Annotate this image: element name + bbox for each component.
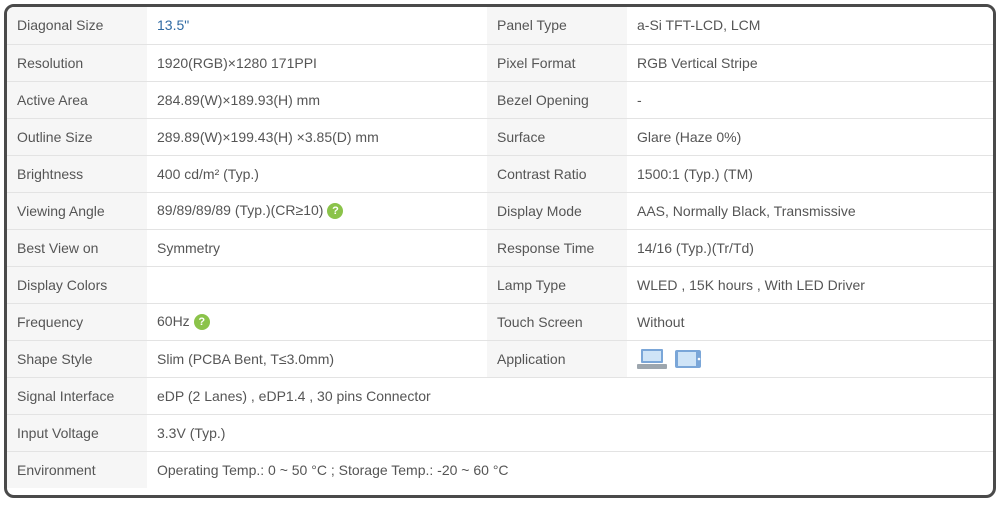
spec-label: Environment — [7, 451, 147, 488]
spec-value: 1920(RGB)×1280 171PPI — [147, 44, 487, 81]
application-icons — [637, 349, 709, 365]
tablet-icon — [673, 348, 703, 370]
table-row: Signal Interface eDP (2 Lanes) , eDP1.4 ,… — [7, 377, 993, 414]
spec-value: Without — [627, 303, 993, 340]
spec-value: 1500:1 (Typ.) (TM) — [627, 155, 993, 192]
spec-value: 400 cd/m² (Typ.) — [147, 155, 487, 192]
spec-value: 284.89(W)×189.93(H) mm — [147, 81, 487, 118]
spec-label: Pixel Format — [487, 44, 627, 81]
spec-value: Glare (Haze 0%) — [627, 118, 993, 155]
spec-value: Operating Temp.: 0 ~ 50 °C ; Storage Tem… — [147, 451, 993, 488]
spec-value-text: 60Hz — [157, 313, 190, 329]
spec-label: Best View on — [7, 229, 147, 266]
spec-value — [147, 266, 487, 303]
spec-value: - — [627, 81, 993, 118]
table-row: Brightness 400 cd/m² (Typ.) Contrast Ratio… — [7, 155, 993, 192]
spec-label: Contrast Ratio — [487, 155, 627, 192]
help-icon[interactable]: ? — [194, 314, 210, 330]
spec-label: Signal Interface — [7, 377, 147, 414]
spec-value — [627, 340, 993, 377]
spec-value: WLED , 15K hours , With LED Driver — [627, 266, 993, 303]
spec-label: Touch Screen — [487, 303, 627, 340]
spec-value-text: RGB Vertical Stripe — [637, 55, 758, 71]
spec-value: Symmetry — [147, 229, 487, 266]
spec-value: eDP (2 Lanes) , eDP1.4 , 30 pins Connect… — [147, 377, 993, 414]
spec-label: Application — [487, 340, 627, 377]
spec-label: Response Time — [487, 229, 627, 266]
spec-value-text[interactable]: 13.5" — [157, 17, 189, 33]
spec-value-text: 1500:1 (Typ.) (TM) — [637, 166, 753, 182]
spec-value: 289.89(W)×199.43(H) ×3.85(D) mm — [147, 118, 487, 155]
spec-value-text: Glare (Haze 0%) — [637, 129, 741, 145]
table-row: Display Colors Lamp Type WLED , 15K hours… — [7, 266, 993, 303]
table-row: Viewing Angle89/89/89/89 (Typ.)(CR≥10)?D… — [7, 192, 993, 229]
table-row: Shape Style Slim (PCBA Bent, T≤3.0mm) Appl… — [7, 340, 993, 377]
table-row: Environment Operating Temp.: 0 ~ 50 °C ; … — [7, 451, 993, 488]
table-row: Input Voltage 3.3V (Typ.) — [7, 414, 993, 451]
spec-value-text: AAS, Normally Black, Transmissive — [637, 203, 856, 219]
spec-label: Diagonal Size — [7, 7, 147, 44]
spec-label: Outline Size — [7, 118, 147, 155]
spec-label: Resolution — [7, 44, 147, 81]
spec-value-text: Without — [637, 314, 684, 330]
spec-panel: Diagonal Size 13.5" Panel Type a-Si TFT-LCD… — [4, 4, 996, 498]
spec-label: Lamp Type — [487, 266, 627, 303]
spec-value-text: 89/89/89/89 (Typ.)(CR≥10) — [157, 202, 323, 218]
spec-value-text: Symmetry — [157, 240, 220, 256]
spec-value: 60Hz? — [147, 303, 487, 340]
spec-value: 89/89/89/89 (Typ.)(CR≥10)? — [147, 192, 487, 229]
laptop-icon — [637, 348, 667, 370]
spec-value-text: - — [637, 92, 642, 108]
spec-label: Shape Style — [7, 340, 147, 377]
spec-label: Display Colors — [7, 266, 147, 303]
spec-label: Bezel Opening — [487, 81, 627, 118]
spec-label: Panel Type — [487, 7, 627, 44]
spec-label: Display Mode — [487, 192, 627, 229]
help-icon[interactable]: ? — [327, 203, 343, 219]
spec-label: Active Area — [7, 81, 147, 118]
spec-value: 14/16 (Typ.)(Tr/Td) — [627, 229, 993, 266]
table-row: Resolution 1920(RGB)×1280 171PPI Pixel For… — [7, 44, 993, 81]
table-row: Diagonal Size 13.5" Panel Type a-Si TFT-LCD… — [7, 7, 993, 44]
table-row: Frequency60Hz?Touch ScreenWithout — [7, 303, 993, 340]
spec-table: Diagonal Size 13.5" Panel Type a-Si TFT-LCD… — [7, 7, 993, 488]
spec-value: AAS, Normally Black, Transmissive — [627, 192, 993, 229]
spec-label: Brightness — [7, 155, 147, 192]
spec-value: 13.5" — [147, 7, 487, 44]
spec-value-text: WLED , 15K hours , With LED Driver — [637, 277, 865, 293]
table-row: Active Area 284.89(W)×189.93(H) mm Bezel O… — [7, 81, 993, 118]
spec-value-text: 3.3V (Typ.) — [157, 425, 225, 441]
spec-value-text: eDP (2 Lanes) , eDP1.4 , 30 pins Connect… — [157, 388, 431, 404]
table-row: Outline Size 289.89(W)×199.43(H) ×3.85(D)… — [7, 118, 993, 155]
spec-value-text: 400 cd/m² (Typ.) — [157, 166, 259, 182]
spec-value: Slim (PCBA Bent, T≤3.0mm) — [147, 340, 487, 377]
spec-value-text: a-Si TFT-LCD, LCM — [637, 17, 760, 33]
spec-value-text: 14/16 (Typ.)(Tr/Td) — [637, 240, 754, 256]
spec-value-text: Operating Temp.: 0 ~ 50 °C ; Storage Tem… — [157, 462, 509, 478]
spec-value-text: 1920(RGB)×1280 171PPI — [157, 55, 317, 71]
spec-value-text: 289.89(W)×199.43(H) ×3.85(D) mm — [157, 129, 379, 145]
spec-label: Surface — [487, 118, 627, 155]
spec-value-text: Slim (PCBA Bent, T≤3.0mm) — [157, 351, 334, 367]
spec-label: Viewing Angle — [7, 192, 147, 229]
spec-value-text: 284.89(W)×189.93(H) mm — [157, 92, 320, 108]
spec-value: 3.3V (Typ.) — [147, 414, 993, 451]
spec-label: Input Voltage — [7, 414, 147, 451]
spec-value: RGB Vertical Stripe — [627, 44, 993, 81]
table-row: Best View on Symmetry Response Time 14/16 (… — [7, 229, 993, 266]
spec-value: a-Si TFT-LCD, LCM — [627, 7, 993, 44]
spec-label: Frequency — [7, 303, 147, 340]
